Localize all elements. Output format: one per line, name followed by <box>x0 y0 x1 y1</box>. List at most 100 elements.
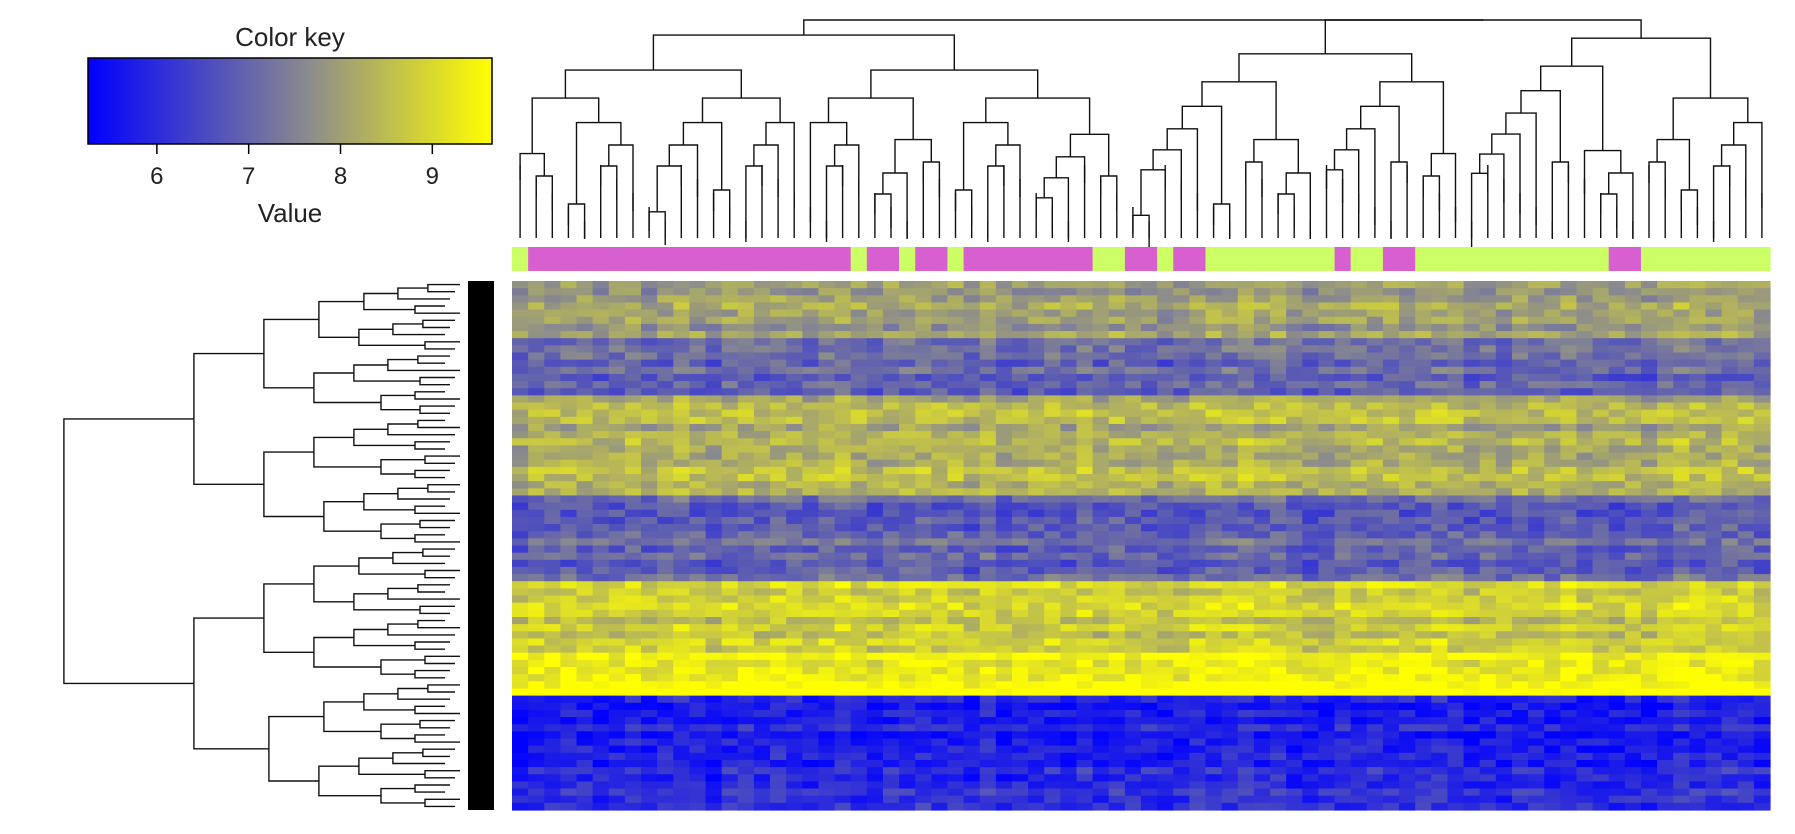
heatmap-cell <box>1076 595 1094 604</box>
heatmap-cell <box>1511 352 1529 361</box>
heatmap-cell <box>979 488 997 497</box>
heatmap-cell <box>1721 381 1739 389</box>
heatmap-cell <box>882 316 900 325</box>
heatmap-cell <box>1382 559 1400 568</box>
heatmap-cell <box>1737 595 1755 604</box>
heatmap-cell <box>1576 302 1594 311</box>
heatmap-cell <box>834 281 852 289</box>
heatmap-cell <box>1753 488 1771 497</box>
heatmap-cell <box>1463 373 1481 382</box>
heatmap-cell <box>1253 395 1271 404</box>
heatmap-cell <box>1673 588 1690 597</box>
heatmap-cell <box>1092 609 1110 618</box>
heatmap-cell <box>1640 681 1658 690</box>
heatmap-cell <box>995 352 1013 361</box>
heatmap-cell <box>1560 538 1578 547</box>
heatmap-cell <box>737 316 755 325</box>
heatmap-cell <box>1157 616 1174 625</box>
heatmap-cell <box>1640 566 1658 575</box>
heatmap-cell <box>1495 359 1513 368</box>
heatmap-cell <box>1447 552 1465 561</box>
heatmap-cell <box>1640 466 1658 475</box>
heatmap-cell <box>1141 352 1158 361</box>
column-dendrogram-branch <box>682 121 723 190</box>
heatmap-cell <box>560 295 578 304</box>
heatmap-cell <box>1076 438 1094 447</box>
row-dendrogram-branch <box>380 723 420 740</box>
heatmap-cell <box>1011 466 1029 475</box>
heatmap-cell <box>1528 645 1545 654</box>
heatmap-cell <box>1173 509 1190 518</box>
heatmap-cell <box>1528 566 1545 575</box>
column-group-cell <box>608 247 626 271</box>
heatmap-cell <box>931 502 949 511</box>
heatmap-cell <box>1189 638 1207 647</box>
heatmap-cell <box>1237 581 1255 589</box>
heatmap-cell <box>1221 323 1239 332</box>
heatmap-cell <box>641 545 658 554</box>
heatmap-cell <box>1576 659 1594 668</box>
heatmap-cell <box>689 309 707 318</box>
heatmap-cell <box>850 295 868 304</box>
heatmap-cell <box>1060 452 1078 461</box>
heatmap-cell <box>1108 502 1126 511</box>
heatmap-cell <box>624 667 642 675</box>
heatmap-cell <box>576 702 594 711</box>
heatmap-cell <box>1495 588 1513 597</box>
heatmap-cell <box>608 466 626 475</box>
heatmap-cell <box>1431 602 1449 611</box>
heatmap-cell <box>1705 409 1723 418</box>
heatmap-cell <box>1302 345 1320 354</box>
heatmap-cell <box>544 431 561 439</box>
heatmap-cell <box>1286 481 1303 489</box>
heatmap-cell <box>1076 431 1094 439</box>
heatmap-cell <box>1092 659 1110 668</box>
heatmap-cell <box>1270 295 1287 304</box>
heatmap-cell <box>1399 481 1416 489</box>
heatmap-cell <box>1431 431 1449 439</box>
heatmap-cell <box>1560 388 1578 396</box>
heatmap-cell <box>1350 531 1368 539</box>
heatmap-cell <box>737 345 755 354</box>
heatmap-cell <box>1157 338 1174 346</box>
heatmap-cell <box>1415 524 1432 532</box>
heatmap-cell <box>1640 638 1658 647</box>
heatmap-cell <box>1528 352 1545 361</box>
heatmap-cell <box>1189 331 1207 339</box>
heatmap-cell <box>1221 538 1239 547</box>
heatmap-cell <box>592 445 610 454</box>
heatmap-cell <box>1657 295 1674 304</box>
heatmap-cell <box>1076 524 1094 532</box>
heatmap-cell <box>1592 281 1610 289</box>
heatmap-cell <box>802 645 820 654</box>
heatmap-cell <box>673 495 691 504</box>
heatmap-cell <box>1270 581 1287 589</box>
heatmap-cell <box>1157 659 1174 668</box>
heatmap-cell <box>995 416 1013 425</box>
heatmap-cell <box>1366 481 1384 489</box>
heatmap-cell <box>1753 667 1771 675</box>
heatmap-cell <box>963 416 981 425</box>
heatmap-cell <box>737 488 755 497</box>
heatmap-cell <box>931 559 949 568</box>
heatmap-cell <box>1382 338 1400 346</box>
heatmap-cell <box>1173 373 1190 382</box>
heatmap-cell <box>673 616 691 625</box>
heatmap-cell <box>657 681 674 690</box>
heatmap-cell <box>1431 695 1449 704</box>
heatmap-cell <box>1108 423 1126 432</box>
heatmap-cell <box>673 438 691 447</box>
heatmap-cell <box>1092 445 1110 454</box>
heatmap-cell <box>1270 516 1287 525</box>
heatmap-cell <box>512 345 529 354</box>
heatmap-cell <box>995 495 1013 504</box>
heatmap-cell <box>786 481 803 489</box>
heatmap-cell <box>1221 495 1239 504</box>
heatmap-cell <box>641 616 658 625</box>
heatmap-cell <box>1608 552 1626 561</box>
heatmap-cell <box>641 345 658 354</box>
heatmap-cell <box>1657 481 1674 489</box>
heatmap-cell <box>1624 295 1642 304</box>
heatmap-cell <box>963 295 981 304</box>
heatmap-cell <box>1302 602 1320 611</box>
